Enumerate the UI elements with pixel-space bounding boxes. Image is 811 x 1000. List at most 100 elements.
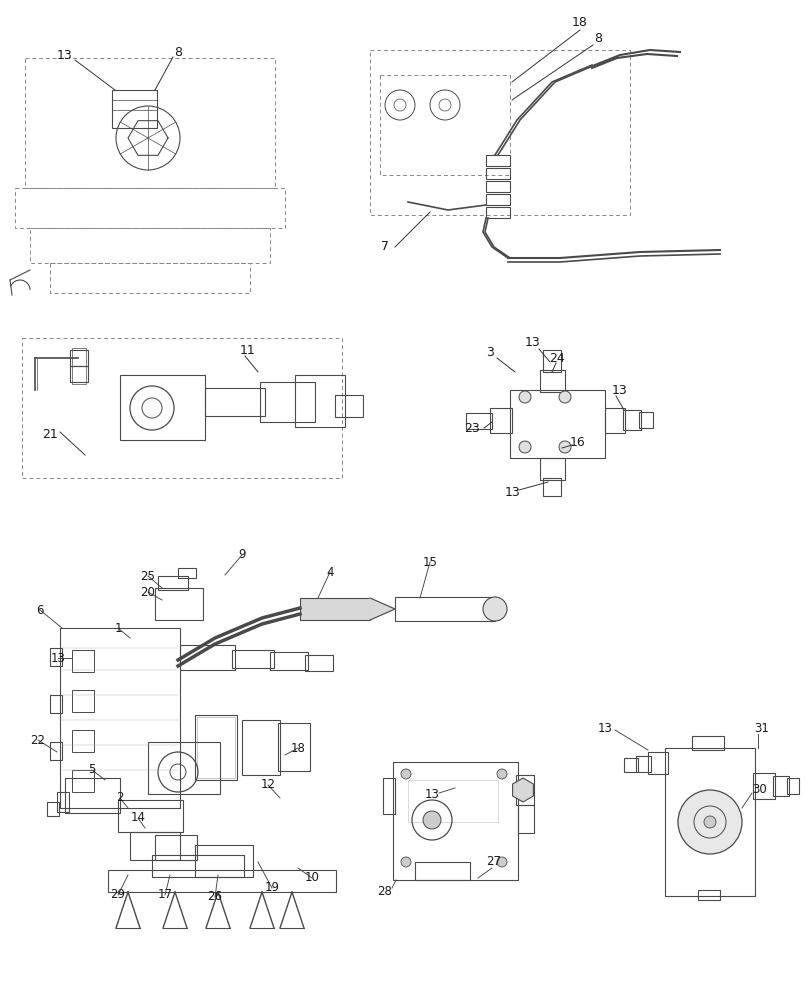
Bar <box>539 458 564 480</box>
Bar <box>72 348 86 384</box>
Circle shape <box>703 816 715 828</box>
Bar <box>120 375 204 440</box>
Bar <box>72 730 94 752</box>
Text: 24: 24 <box>548 352 564 364</box>
Text: 3: 3 <box>486 346 493 359</box>
Text: 16: 16 <box>569 436 586 450</box>
Bar <box>197 717 234 778</box>
Bar <box>148 742 220 794</box>
Bar <box>486 155 509 166</box>
Bar <box>647 752 667 774</box>
Polygon shape <box>512 778 533 802</box>
Text: 13: 13 <box>611 383 627 396</box>
Bar <box>543 350 560 372</box>
Bar <box>466 413 491 429</box>
Bar <box>232 650 273 668</box>
Text: 29: 29 <box>110 888 126 901</box>
Bar <box>486 181 509 192</box>
Text: 17: 17 <box>157 888 172 901</box>
Bar <box>57 792 69 812</box>
Text: 8: 8 <box>174 46 182 59</box>
Bar <box>180 645 234 670</box>
Bar <box>277 723 310 771</box>
Bar <box>486 194 509 205</box>
Bar <box>108 870 336 892</box>
Text: 14: 14 <box>131 811 145 824</box>
Text: 4: 4 <box>326 566 333 578</box>
Bar <box>130 832 180 860</box>
Text: 27: 27 <box>486 855 501 868</box>
Bar <box>394 597 495 621</box>
Bar <box>622 410 640 430</box>
Bar <box>72 770 94 792</box>
Bar <box>178 568 195 578</box>
Bar <box>60 628 180 808</box>
Text: 7: 7 <box>380 240 388 253</box>
Bar <box>414 862 470 880</box>
Bar <box>65 778 120 813</box>
Bar <box>515 775 534 805</box>
Bar <box>70 350 88 366</box>
Text: 15: 15 <box>422 556 437 568</box>
Text: 9: 9 <box>238 548 246 562</box>
Bar <box>752 773 774 799</box>
Text: 13: 13 <box>525 336 540 349</box>
Bar <box>195 715 237 780</box>
Text: 18: 18 <box>290 742 305 754</box>
Bar <box>30 228 270 263</box>
Bar <box>335 395 363 417</box>
Bar <box>664 748 754 896</box>
Text: 21: 21 <box>42 428 58 442</box>
Text: 20: 20 <box>140 585 155 598</box>
Text: 18: 18 <box>572 16 587 29</box>
Bar <box>299 598 370 620</box>
Text: 28: 28 <box>377 885 392 898</box>
Text: 22: 22 <box>31 734 45 746</box>
Bar <box>50 263 250 293</box>
Bar <box>155 588 203 620</box>
Text: 6: 6 <box>36 603 44 616</box>
Bar <box>158 576 188 590</box>
Bar <box>383 778 394 814</box>
Circle shape <box>558 441 570 453</box>
Bar <box>152 855 243 877</box>
Text: 30: 30 <box>752 783 766 796</box>
Text: 5: 5 <box>88 763 96 776</box>
Bar <box>242 720 280 775</box>
Text: 11: 11 <box>240 344 255 357</box>
Text: 19: 19 <box>264 881 279 894</box>
Polygon shape <box>370 598 394 620</box>
Bar <box>370 50 629 215</box>
Bar <box>270 652 307 670</box>
Text: 13: 13 <box>597 722 611 734</box>
Circle shape <box>423 811 440 829</box>
Bar <box>539 370 564 392</box>
Bar <box>260 382 315 422</box>
Bar <box>72 690 94 712</box>
Bar <box>623 758 637 772</box>
Circle shape <box>518 391 530 403</box>
Bar <box>15 188 285 228</box>
Bar <box>486 207 509 218</box>
Bar <box>786 778 798 794</box>
Bar <box>305 655 333 671</box>
Bar <box>691 736 723 750</box>
Bar <box>697 890 719 900</box>
Bar <box>47 802 59 816</box>
Circle shape <box>401 857 410 867</box>
Bar <box>635 756 650 772</box>
Text: 23: 23 <box>464 422 479 434</box>
Bar <box>509 390 604 458</box>
Bar <box>604 408 624 433</box>
Bar <box>517 805 534 833</box>
Text: 12: 12 <box>260 778 275 791</box>
Bar <box>638 412 652 428</box>
Bar <box>155 835 197 860</box>
Circle shape <box>558 391 570 403</box>
Circle shape <box>496 769 506 779</box>
Bar <box>50 742 62 760</box>
Text: 26: 26 <box>208 890 222 903</box>
Circle shape <box>677 790 741 854</box>
Circle shape <box>518 441 530 453</box>
Bar <box>204 388 264 416</box>
